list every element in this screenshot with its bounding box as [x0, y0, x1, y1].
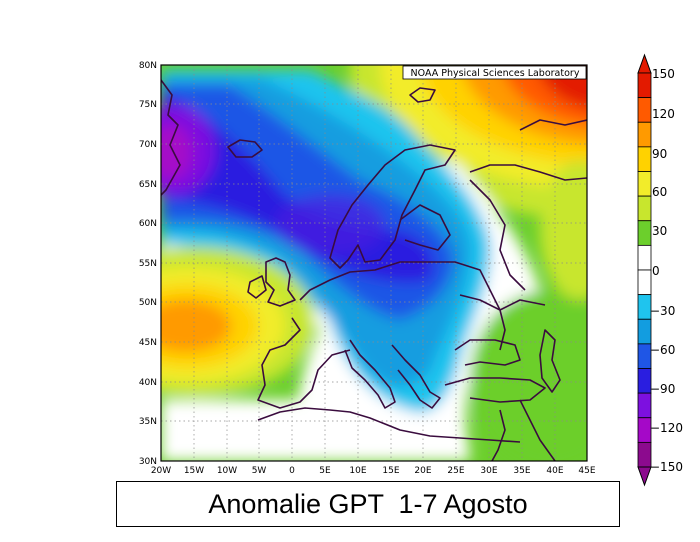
colorbar-label: −60: [650, 343, 675, 357]
lon-label: 15E: [382, 466, 399, 476]
colorbar-label: 150: [652, 67, 675, 81]
colorbar-label: 60: [652, 185, 667, 199]
colorbar: [637, 53, 652, 487]
colorbar-label: 120: [652, 107, 675, 121]
lon-label: 15W: [184, 466, 204, 476]
colorbar-label: −150: [650, 460, 683, 474]
colorbar-bottom-arrow: [637, 466, 652, 487]
caption-box: Anomalie GPT 1-7 Agosto: [116, 481, 620, 527]
colorbar-segment: [637, 121, 652, 148]
colorbar-label: −90: [650, 382, 675, 396]
colorbar-segment: [637, 171, 652, 197]
lat-label: 45N: [139, 338, 157, 348]
lat-label: 75N: [139, 100, 157, 110]
colorbar-segment: [637, 146, 652, 172]
lat-axis: 80N 75N 70N 65N 60N 55N 50N 45N 40N 35N …: [139, 61, 157, 467]
plot-frame: [160, 64, 588, 462]
lon-label: 10W: [217, 466, 237, 476]
colorbar-top-arrow: [637, 53, 652, 74]
lon-axis: 20W 15W 10W 5W 0 5E 10E 15E 20E 25E 30E …: [151, 466, 596, 476]
colorbar-segment: [637, 220, 652, 246]
lat-label: 55N: [139, 259, 157, 269]
colorbar-label: −120: [650, 421, 683, 435]
lon-label: 5E: [319, 466, 331, 476]
lat-label: 65N: [139, 180, 157, 190]
caption-title: Anomalie GPT 1-7 Agosto: [208, 488, 528, 519]
lon-label: 20E: [414, 466, 431, 476]
credit-label: NOAA Physical Sciences Laboratory: [411, 68, 580, 79]
lon-label: 5W: [252, 466, 267, 476]
colorbar-segment: [637, 97, 652, 123]
colorbar-label: −30: [650, 304, 675, 318]
lon-label: 30E: [480, 466, 497, 476]
colorbar-segment: [637, 318, 652, 345]
lon-label: 35E: [513, 466, 530, 476]
lon-label: 20W: [151, 466, 171, 476]
graticule: [161, 65, 587, 461]
lat-label: 50N: [139, 298, 157, 308]
lon-label: 25E: [447, 466, 464, 476]
lat-label: 30N: [139, 457, 157, 467]
lon-label: 10E: [349, 466, 366, 476]
colorbar-labels: 150 120 90 60 30 0 −30 −60 −90 −120 −150: [650, 67, 683, 474]
lat-label: 80N: [139, 61, 157, 71]
lat-label: 40N: [139, 378, 157, 388]
lat-label: 35N: [139, 417, 157, 427]
lon-label: 0: [289, 466, 295, 476]
colorbar-label: 90: [652, 147, 667, 161]
colorbar-label: 0: [652, 264, 660, 278]
colorbar-label: 30: [652, 224, 667, 238]
lon-label: 40E: [546, 466, 563, 476]
lon-label: 45E: [578, 466, 595, 476]
colorbar-segment: [637, 392, 652, 419]
lat-label: 70N: [139, 140, 157, 150]
colorbar-segment: [637, 269, 652, 296]
colorbar-segment: [637, 72, 652, 99]
colorbar-segment: [637, 244, 652, 271]
colorbar-segment: [637, 195, 652, 222]
anomaly-field: [161, 65, 587, 461]
coastlines: [161, 79, 587, 461]
credit-box: [402, 65, 587, 80]
lat-label: 60N: [139, 219, 157, 229]
